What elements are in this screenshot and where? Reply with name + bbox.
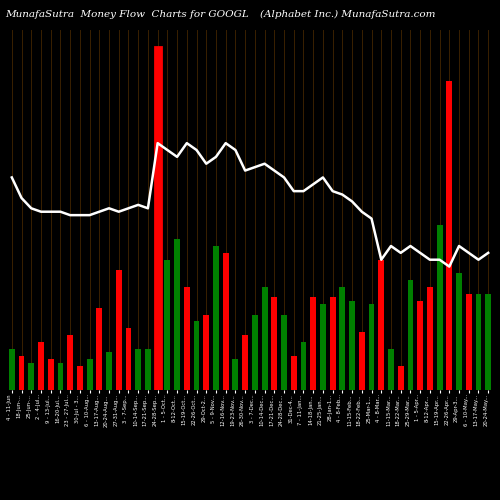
- Bar: [476, 294, 482, 390]
- Bar: [427, 287, 433, 390]
- Bar: [456, 274, 462, 390]
- Bar: [320, 304, 326, 390]
- Bar: [38, 342, 44, 390]
- Bar: [213, 246, 219, 390]
- Bar: [77, 366, 83, 390]
- Bar: [330, 298, 336, 390]
- Bar: [67, 335, 73, 390]
- Bar: [58, 362, 64, 390]
- Bar: [136, 349, 141, 390]
- Bar: [86, 359, 92, 390]
- Bar: [408, 280, 414, 390]
- Text: (Alphabet Inc.) MunafaSutra.com: (Alphabet Inc.) MunafaSutra.com: [260, 10, 436, 19]
- Text: MunafaSutra  Money Flow  Charts for GOOGL: MunafaSutra Money Flow Charts for GOOGL: [5, 10, 249, 19]
- Bar: [232, 359, 238, 390]
- Bar: [291, 356, 296, 390]
- Bar: [194, 322, 200, 390]
- Bar: [262, 287, 268, 390]
- Bar: [18, 356, 24, 390]
- Bar: [398, 366, 404, 390]
- Bar: [126, 328, 132, 390]
- Bar: [116, 270, 121, 390]
- Bar: [388, 349, 394, 390]
- Bar: [417, 301, 423, 390]
- Bar: [242, 335, 248, 390]
- Bar: [204, 314, 209, 390]
- Bar: [300, 342, 306, 390]
- Bar: [466, 294, 471, 390]
- Bar: [446, 82, 452, 390]
- Bar: [96, 308, 102, 390]
- Bar: [184, 287, 190, 390]
- Bar: [48, 359, 54, 390]
- Bar: [310, 298, 316, 390]
- Bar: [145, 349, 151, 390]
- Bar: [272, 298, 277, 390]
- Bar: [9, 349, 15, 390]
- Bar: [174, 239, 180, 390]
- Bar: [223, 253, 228, 390]
- Bar: [359, 332, 364, 390]
- Bar: [378, 260, 384, 390]
- Bar: [28, 362, 34, 390]
- Bar: [349, 301, 355, 390]
- Bar: [106, 352, 112, 390]
- Bar: [154, 47, 160, 390]
- Bar: [252, 314, 258, 390]
- Bar: [164, 260, 170, 390]
- Bar: [486, 294, 491, 390]
- Bar: [368, 304, 374, 390]
- Bar: [436, 226, 442, 390]
- Bar: [340, 287, 345, 390]
- Bar: [281, 314, 287, 390]
